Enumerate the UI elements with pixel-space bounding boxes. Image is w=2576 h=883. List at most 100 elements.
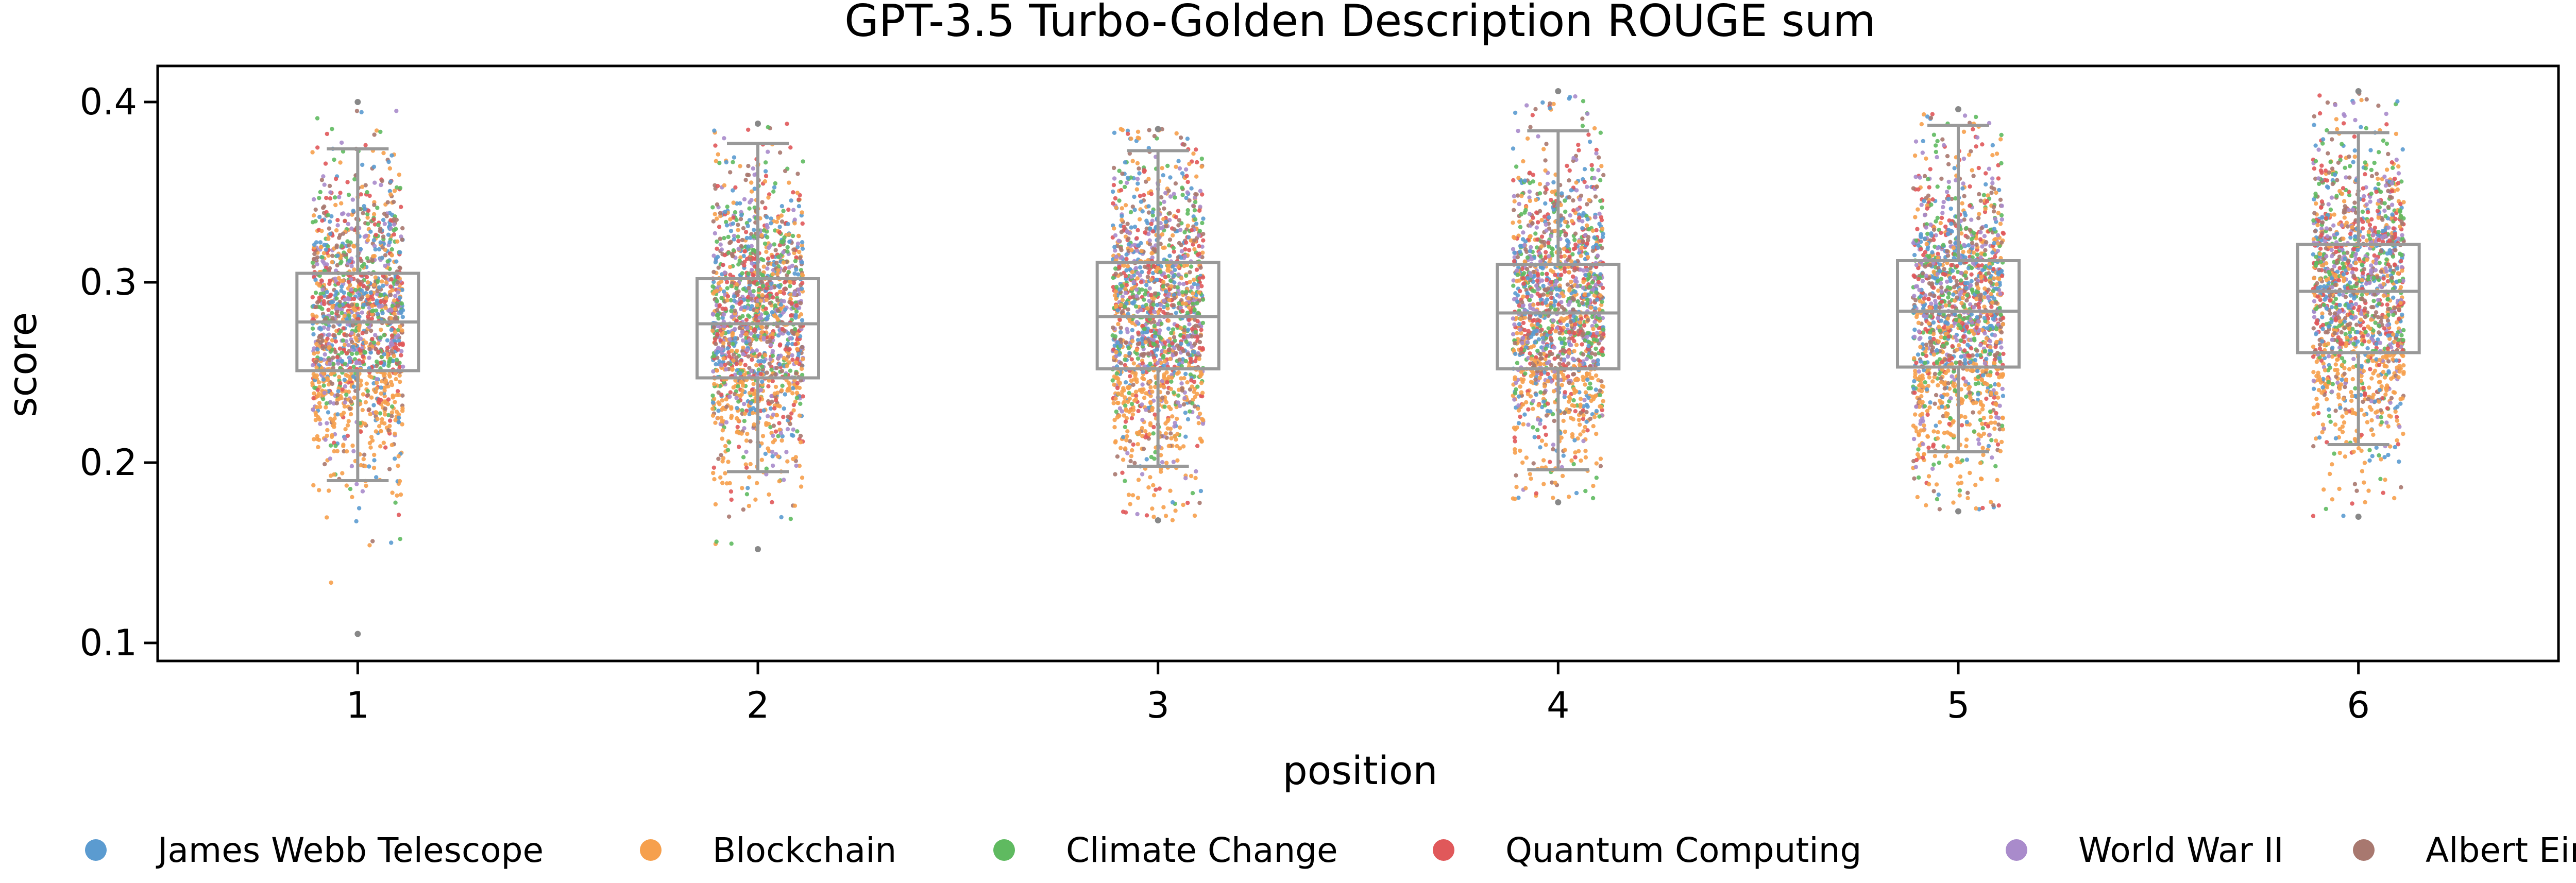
data-point: [713, 502, 718, 507]
data-point: [1112, 382, 1116, 387]
data-point: [769, 367, 774, 372]
data-point: [396, 454, 401, 459]
data-point: [732, 155, 737, 160]
data-point: [745, 326, 750, 331]
data-point: [313, 291, 318, 295]
data-point: [341, 231, 346, 236]
data-point: [775, 271, 780, 277]
data-point: [395, 493, 399, 498]
data-point: [373, 333, 378, 337]
data-point: [771, 423, 776, 428]
data-point: [762, 179, 768, 184]
data-point: [326, 382, 331, 387]
data-point: [760, 293, 765, 298]
data-point: [735, 424, 740, 430]
data-point: [788, 280, 793, 285]
data-point: [380, 279, 384, 284]
data-point: [397, 342, 402, 347]
data-point: [1539, 234, 1545, 239]
data-point: [395, 389, 400, 394]
data-point: [1177, 218, 1182, 223]
data-point: [380, 256, 384, 260]
data-point: [1171, 233, 1175, 238]
data-point: [746, 354, 751, 359]
data-point: [764, 307, 768, 311]
data-point: [1149, 222, 1154, 226]
data-point: [1163, 349, 1167, 354]
data-point: [1111, 275, 1115, 280]
data-point: [326, 308, 331, 312]
data-point: [388, 293, 393, 297]
data-point: [718, 236, 723, 241]
data-point: [748, 200, 752, 205]
data-point: [389, 383, 395, 387]
data-point: [1132, 299, 1137, 304]
data-point: [337, 346, 343, 351]
data-point: [1124, 268, 1129, 273]
data-point: [1145, 275, 1150, 279]
data-point: [1166, 326, 1171, 331]
data-point: [1111, 325, 1115, 330]
data-point: [1124, 257, 1129, 262]
data-point: [1137, 430, 1142, 435]
data-point: [761, 408, 766, 413]
data-point: [1147, 128, 1151, 132]
data-point: [1147, 238, 1152, 243]
data-point: [401, 364, 405, 369]
data-point: [1161, 298, 1166, 303]
data-point: [1172, 249, 1176, 254]
data-point: [1182, 254, 1188, 259]
data-point: [760, 284, 766, 288]
data-point: [1195, 444, 1200, 448]
data-point: [1185, 328, 1191, 332]
data-point: [320, 287, 325, 292]
data-point: [323, 161, 328, 166]
data-point: [1199, 164, 1204, 169]
data-point: [346, 193, 351, 197]
data-point: [365, 389, 370, 394]
data-point: [341, 326, 346, 331]
data-point: [745, 173, 750, 177]
data-point: [359, 429, 363, 434]
data-point: [1179, 342, 1183, 346]
data-point: [1201, 238, 1206, 243]
data-point: [1168, 175, 1173, 180]
data-point: [1114, 254, 1119, 259]
data-point: [791, 402, 796, 407]
data-point: [1125, 327, 1129, 331]
data-point: [390, 303, 395, 308]
data-point: [1184, 274, 1189, 278]
data-point: [795, 191, 800, 195]
data-point: [353, 335, 358, 340]
data-point: [783, 307, 788, 312]
data-point: [1150, 389, 1155, 394]
data-point: [1175, 458, 1180, 463]
data-point: [381, 234, 386, 239]
outlier-point: [354, 99, 361, 105]
data-point: [1197, 290, 1201, 295]
data-point: [786, 207, 791, 212]
data-point: [374, 377, 379, 382]
data-point: [389, 328, 394, 332]
data-point: [769, 221, 773, 226]
data-point: [713, 420, 718, 425]
data-point: [318, 356, 323, 361]
data-point: [1188, 356, 1193, 361]
data-point: [1129, 454, 1133, 459]
data-point: [1113, 233, 1118, 238]
data-point: [1120, 172, 1125, 176]
data-point: [324, 401, 329, 406]
data-point: [783, 392, 788, 397]
data-point: [397, 172, 401, 177]
data-point: [339, 284, 344, 289]
data-point: [330, 260, 334, 264]
data-point: [729, 497, 734, 502]
data-point: [1582, 167, 1587, 172]
data-point: [1130, 412, 1136, 417]
data-point: [328, 190, 333, 195]
data-point: [1128, 210, 1133, 214]
data-point: [318, 334, 324, 339]
data-point: [383, 406, 387, 411]
data-point: [346, 279, 351, 284]
